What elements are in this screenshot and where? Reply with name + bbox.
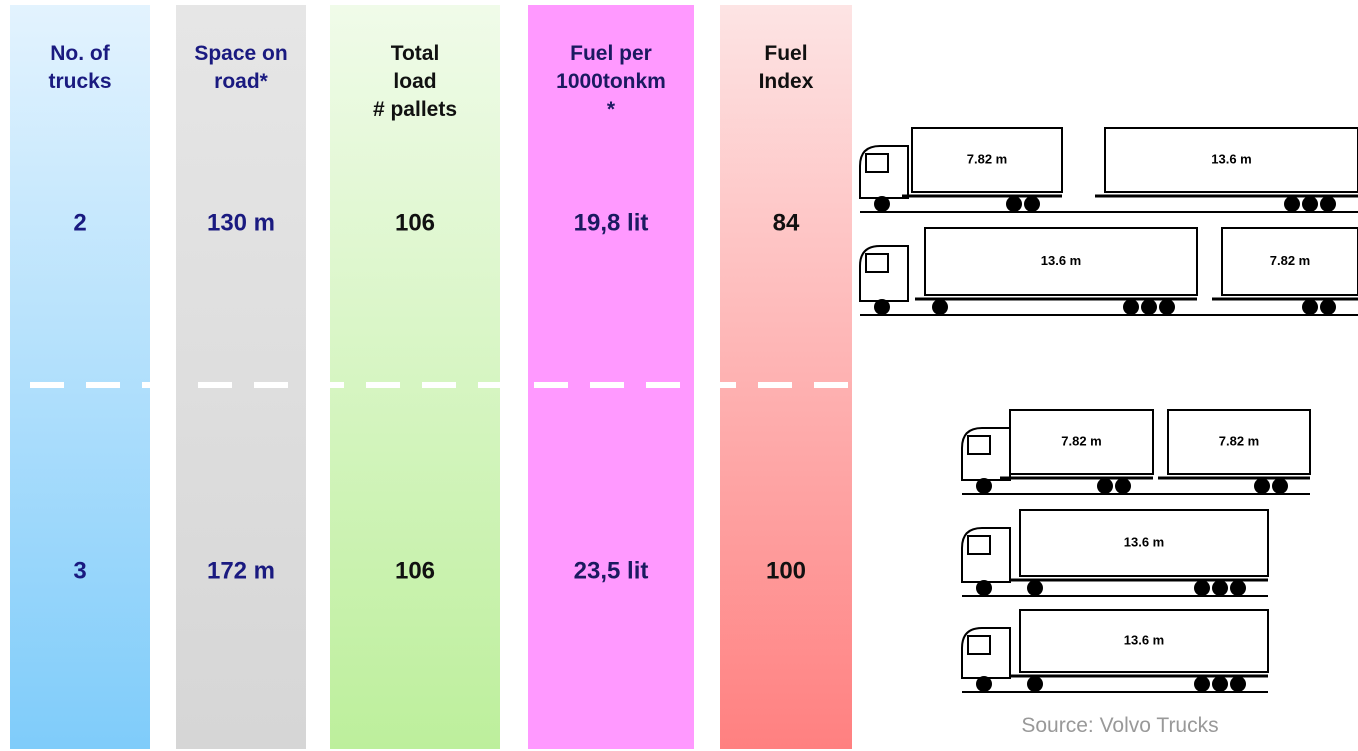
truck: 13.6 m 7.82 m [859,227,1358,316]
column-header: Index [759,70,814,93]
unit-length: 7.82 m [967,151,1007,166]
wheel [1097,478,1113,494]
column-header: Fuel [764,42,807,65]
column-header: Space on [194,42,287,65]
truck: 7.82 m 7.82 m [961,409,1311,495]
cargo-box [1104,127,1358,193]
unit-length: 13.6 m [1124,534,1164,549]
column-header: road* [214,70,269,93]
cell-value: 130 m [207,209,275,236]
wheel [1302,299,1318,315]
wheel [1284,196,1300,212]
cargo-box [1019,509,1269,577]
truck-cab [859,245,909,302]
wheel [1194,580,1210,596]
cell-value: 23,5 lit [574,557,649,584]
cargo-box [1167,409,1311,475]
unit-length: 13.6 m [1211,151,1251,166]
cab-window [967,435,991,455]
cab-window [865,253,889,273]
wheel [976,580,992,596]
wheel [1272,478,1288,494]
column-header: No. of [50,42,110,65]
wheel [1123,299,1139,315]
wheel [1159,299,1175,315]
cargo-box [924,227,1198,296]
wheel [976,676,992,692]
column-band [10,5,150,749]
cab-window [865,153,889,173]
cell-value: 106 [395,557,435,584]
wheel [1320,299,1336,315]
cell-value: 3 [73,557,86,584]
cargo-box [911,127,1063,193]
column-band [528,5,694,749]
cell-value: 172 m [207,557,275,584]
truck: 13.6 m [961,509,1269,597]
cell-value: 106 [395,209,435,236]
unit-length: 7.82 m [1270,253,1310,268]
wheel [976,478,992,494]
cargo-box [1221,227,1358,296]
wheel [1230,580,1246,596]
unit-length: 7.82 m [1219,433,1259,448]
column-header: trucks [48,70,111,93]
truck: 7.82 m 13.6 m [859,127,1358,213]
column-band [176,5,306,749]
wheel [1320,196,1336,212]
unit-length: 13.6 m [1124,632,1164,647]
cab-window [967,635,991,655]
wheel [1115,478,1131,494]
unit-length: 7.82 m [1061,433,1101,448]
column-band [330,5,500,749]
wheel [1302,196,1318,212]
column-header: 1000tonkm [556,70,666,93]
cargo-box [1009,409,1154,475]
truck: 13.6 m [961,609,1269,693]
wheel [874,196,890,212]
wheel [874,299,890,315]
wheel [1194,676,1210,692]
cell-value: 100 [766,557,806,584]
cell-value: 2 [73,209,86,236]
column-header: * [607,98,616,121]
cell-value: 19,8 lit [574,209,649,236]
wheel [1027,580,1043,596]
wheel [1006,196,1022,212]
cell-value: 84 [773,209,800,236]
wheel [1141,299,1157,315]
wheel [1230,676,1246,692]
column-header: load [393,70,436,93]
wheel [932,299,948,315]
column-header: Fuel per [570,42,652,65]
source: Source: Volvo Trucks [1021,714,1218,737]
unit-length: 13.6 m [1041,253,1081,268]
wheel [1024,196,1040,212]
column-header: # pallets [373,98,457,121]
column-header: Total [391,42,440,65]
wheel [1027,676,1043,692]
cargo-box [1019,609,1269,673]
wheel [1212,676,1228,692]
wheel [1212,580,1228,596]
column-band [720,5,852,749]
wheel [1254,478,1270,494]
cab-window [967,535,991,555]
